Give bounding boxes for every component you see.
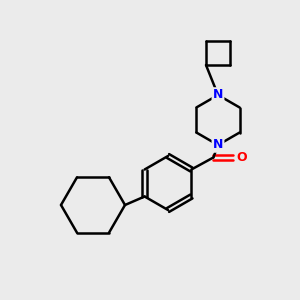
Text: N: N (213, 139, 223, 152)
Text: O: O (236, 151, 247, 164)
Text: N: N (213, 88, 223, 101)
